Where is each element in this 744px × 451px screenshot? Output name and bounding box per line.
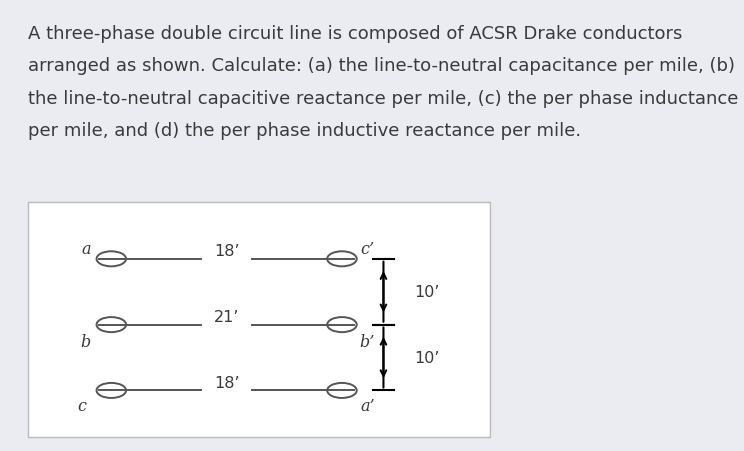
Text: b’: b’	[359, 333, 375, 350]
Text: 10’: 10’	[414, 350, 440, 365]
FancyBboxPatch shape	[28, 203, 490, 437]
Text: b: b	[81, 333, 91, 350]
Text: arranged as shown. Calculate: (a) the line-to-neutral capacitance per mile, (b): arranged as shown. Calculate: (a) the li…	[28, 57, 735, 75]
Text: 18’: 18’	[214, 244, 240, 258]
Text: the line-to-neutral capacitive reactance per mile, (c) the per phase inductance: the line-to-neutral capacitive reactance…	[28, 90, 739, 108]
Text: c: c	[77, 397, 86, 414]
Text: 18’: 18’	[214, 375, 240, 390]
Text: A three-phase double circuit line is composed of ACSR Drake conductors: A three-phase double circuit line is com…	[28, 25, 683, 43]
Text: per mile, and (d) the per phase inductive reactance per mile.: per mile, and (d) the per phase inductiv…	[28, 122, 581, 140]
Text: a: a	[81, 240, 91, 257]
Text: 21’: 21’	[214, 309, 240, 324]
Text: c’: c’	[360, 240, 374, 257]
Text: 10’: 10’	[414, 285, 440, 299]
Text: a’: a’	[360, 397, 375, 414]
